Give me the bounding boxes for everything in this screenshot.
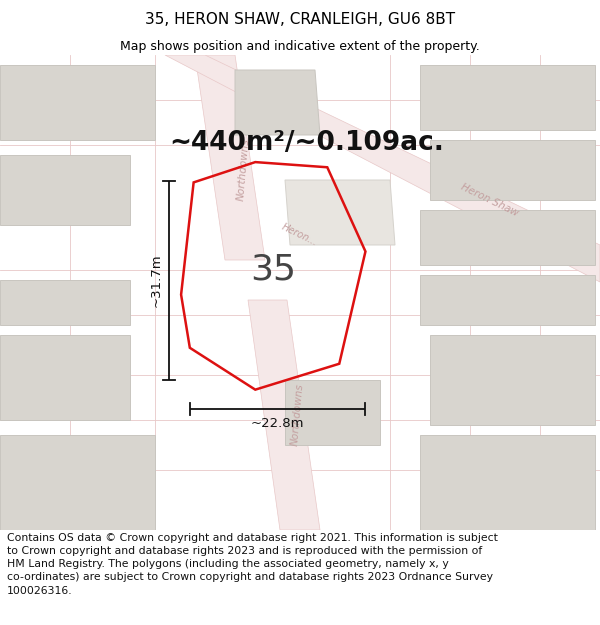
Polygon shape [420, 65, 595, 130]
Text: ~22.8m: ~22.8m [251, 417, 304, 429]
Text: Northdowns: Northdowns [289, 383, 305, 447]
Text: 35: 35 [250, 253, 296, 287]
Polygon shape [235, 70, 320, 135]
Text: Northdowns: Northdowns [235, 138, 251, 202]
Polygon shape [195, 55, 265, 260]
Polygon shape [430, 140, 595, 200]
Polygon shape [165, 55, 600, 282]
Polygon shape [0, 435, 155, 530]
Polygon shape [248, 300, 320, 530]
Polygon shape [0, 335, 130, 420]
Polygon shape [430, 335, 595, 425]
Polygon shape [420, 275, 595, 325]
Polygon shape [0, 280, 130, 325]
Polygon shape [0, 65, 155, 140]
Text: ~31.7m: ~31.7m [149, 254, 163, 308]
Polygon shape [285, 180, 395, 245]
Polygon shape [285, 380, 380, 445]
Text: Heron Shaw: Heron Shaw [460, 182, 520, 218]
Text: Map shows position and indicative extent of the property.: Map shows position and indicative extent… [120, 39, 480, 52]
Polygon shape [420, 435, 595, 530]
Polygon shape [420, 210, 595, 265]
Polygon shape [0, 155, 130, 225]
Text: Heron...: Heron... [280, 222, 320, 248]
Text: ~440m²/~0.109ac.: ~440m²/~0.109ac. [169, 130, 444, 156]
Text: Contains OS data © Crown copyright and database right 2021. This information is : Contains OS data © Crown copyright and d… [7, 533, 498, 596]
Text: 35, HERON SHAW, CRANLEIGH, GU6 8BT: 35, HERON SHAW, CRANLEIGH, GU6 8BT [145, 12, 455, 27]
